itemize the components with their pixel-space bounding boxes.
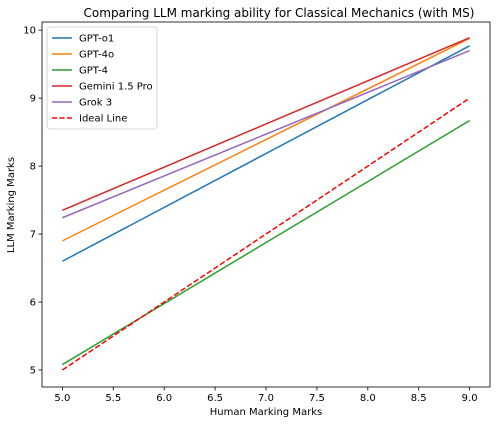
y-axis-label: LLM Marking Marks [6, 157, 17, 253]
chart-title: Comparing LLM marking ability for Classi… [84, 6, 475, 20]
legend: GPT-o1 GPT-4o GPT-4 Gemini 1.5 Pro Grok 3 Ide… [46, 26, 158, 130]
y-tick-label: 5 [30, 366, 36, 377]
series-line [62, 36, 470, 211]
y-tick-label: 10 [23, 26, 36, 37]
x-tick-label: 5.0 [54, 393, 70, 404]
legend-label: Gemini 1.5 Pro [79, 82, 153, 93]
legend-label: Ideal Line [79, 114, 127, 125]
x-axis-label: Human Marking Marks [210, 407, 322, 418]
x-tick-label: 6.5 [207, 393, 223, 404]
legend-box [46, 26, 158, 130]
series-line [62, 49, 470, 219]
y-tick-label: 9 [30, 94, 36, 105]
y-tick-label: 7 [30, 230, 36, 241]
x-tick-label: 8.0 [360, 393, 376, 404]
x-tick-label: 5.5 [105, 393, 121, 404]
x-tick-label: 9.0 [462, 393, 478, 404]
y-tick-label: 6 [30, 298, 36, 309]
y-tick-label: 8 [30, 162, 36, 173]
legend-label: Grok 3 [79, 98, 112, 109]
series-line [61, 119, 471, 366]
plot-area: 5.0 5.5 6.0 6.5 7.0 7.5 8.0 8.5 9.0 5 6 7 8 9 10 [23, 21, 491, 404]
legend-label: GPT-4o [79, 50, 114, 61]
x-tick-label: 7.0 [258, 393, 274, 404]
x-tick-label: 6.0 [156, 393, 172, 404]
legend-label: GPT-4 [79, 66, 108, 77]
series-line [62, 37, 470, 242]
series-line [61, 97, 471, 371]
x-tick-label: 8.5 [411, 393, 427, 404]
legend-label: GPT-o1 [79, 34, 114, 45]
x-tick-label: 7.5 [309, 393, 325, 404]
series-line [62, 45, 470, 262]
